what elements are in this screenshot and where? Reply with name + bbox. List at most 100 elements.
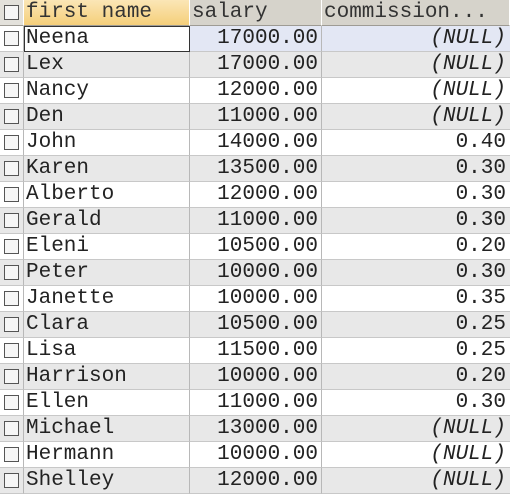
row-select-cell[interactable] xyxy=(0,338,24,364)
cell-salary[interactable]: 17000.00 xyxy=(190,52,322,78)
checkbox-icon[interactable] xyxy=(4,343,19,358)
table-row[interactable]: John 14000.00 0.40 xyxy=(0,130,510,156)
row-select-cell[interactable] xyxy=(0,234,24,260)
cell-salary[interactable]: 11000.00 xyxy=(190,104,322,130)
checkbox-icon[interactable] xyxy=(4,317,19,332)
checkbox-icon[interactable] xyxy=(4,447,19,462)
table-row[interactable]: Neena 17000.00 (NULL) xyxy=(0,26,510,52)
cell-commission[interactable]: 0.40 xyxy=(322,130,510,156)
cell-commission[interactable]: (NULL) xyxy=(322,52,510,78)
checkbox-icon[interactable] xyxy=(4,369,19,384)
row-select-cell[interactable] xyxy=(0,390,24,416)
cell-salary[interactable]: 13500.00 xyxy=(190,156,322,182)
cell-first-name[interactable]: Alberto xyxy=(24,182,190,208)
checkbox-icon[interactable] xyxy=(4,473,19,488)
checkbox-icon[interactable] xyxy=(4,291,19,306)
column-header-first-name[interactable]: first name xyxy=(24,0,190,26)
cell-salary[interactable]: 13000.00 xyxy=(190,416,322,442)
table-row[interactable]: Eleni 10500.00 0.20 xyxy=(0,234,510,260)
row-select-cell[interactable] xyxy=(0,182,24,208)
table-row[interactable]: Gerald 11000.00 0.30 xyxy=(0,208,510,234)
cell-commission[interactable]: (NULL) xyxy=(322,78,510,104)
cell-first-name[interactable]: Nancy xyxy=(24,78,190,104)
row-select-cell[interactable] xyxy=(0,286,24,312)
cell-first-name[interactable]: Michael xyxy=(24,416,190,442)
column-header-salary[interactable]: salary xyxy=(190,0,322,26)
table-row[interactable]: Peter 10000.00 0.30 xyxy=(0,260,510,286)
table-row[interactable]: Alberto 12000.00 0.30 xyxy=(0,182,510,208)
cell-first-name[interactable]: Neena xyxy=(24,26,190,52)
cell-salary[interactable]: 11000.00 xyxy=(190,390,322,416)
row-select-cell[interactable] xyxy=(0,364,24,390)
row-select-cell[interactable] xyxy=(0,52,24,78)
checkbox-icon[interactable] xyxy=(4,5,19,20)
cell-first-name[interactable]: Karen xyxy=(24,156,190,182)
cell-commission[interactable]: 0.20 xyxy=(322,234,510,260)
table-row[interactable]: Karen 13500.00 0.30 xyxy=(0,156,510,182)
cell-commission[interactable]: 0.30 xyxy=(322,390,510,416)
row-select-cell[interactable] xyxy=(0,468,24,494)
row-select-cell[interactable] xyxy=(0,208,24,234)
table-row[interactable]: Michael 13000.00 (NULL) xyxy=(0,416,510,442)
row-select-cell[interactable] xyxy=(0,156,24,182)
table-row[interactable]: Hermann 10000.00 (NULL) xyxy=(0,442,510,468)
table-row[interactable]: Clara 10500.00 0.25 xyxy=(0,312,510,338)
cell-commission[interactable]: (NULL) xyxy=(322,416,510,442)
cell-first-name[interactable]: Peter xyxy=(24,260,190,286)
checkbox-icon[interactable] xyxy=(4,57,19,72)
cell-salary[interactable]: 12000.00 xyxy=(190,468,322,494)
checkbox-icon[interactable] xyxy=(4,395,19,410)
cell-salary[interactable]: 11000.00 xyxy=(190,208,322,234)
table-row[interactable]: Harrison 10000.00 0.20 xyxy=(0,364,510,390)
cell-salary[interactable]: 10000.00 xyxy=(190,260,322,286)
cell-commission[interactable]: 0.30 xyxy=(322,208,510,234)
cell-commission[interactable]: 0.30 xyxy=(322,182,510,208)
checkbox-icon[interactable] xyxy=(4,31,19,46)
table-row[interactable]: Ellen 11000.00 0.30 xyxy=(0,390,510,416)
select-all-cell[interactable] xyxy=(0,0,24,26)
cell-salary[interactable]: 10000.00 xyxy=(190,442,322,468)
row-select-cell[interactable] xyxy=(0,416,24,442)
cell-first-name[interactable]: Janette xyxy=(24,286,190,312)
checkbox-icon[interactable] xyxy=(4,83,19,98)
checkbox-icon[interactable] xyxy=(4,161,19,176)
table-row[interactable]: Lex 17000.00 (NULL) xyxy=(0,52,510,78)
cell-first-name[interactable]: Hermann xyxy=(24,442,190,468)
cell-commission[interactable]: (NULL) xyxy=(322,442,510,468)
cell-commission[interactable]: 0.25 xyxy=(322,338,510,364)
checkbox-icon[interactable] xyxy=(4,239,19,254)
cell-first-name[interactable]: Eleni xyxy=(24,234,190,260)
checkbox-icon[interactable] xyxy=(4,187,19,202)
cell-first-name[interactable]: Den xyxy=(24,104,190,130)
cell-commission[interactable]: 0.35 xyxy=(322,286,510,312)
cell-salary[interactable]: 10500.00 xyxy=(190,312,322,338)
column-header-commission[interactable]: commission... xyxy=(322,0,510,26)
checkbox-icon[interactable] xyxy=(4,421,19,436)
cell-first-name[interactable]: Ellen xyxy=(24,390,190,416)
table-row[interactable]: Janette 10000.00 0.35 xyxy=(0,286,510,312)
cell-first-name[interactable]: Gerald xyxy=(24,208,190,234)
table-row[interactable]: Nancy 12000.00 (NULL) xyxy=(0,78,510,104)
cell-commission[interactable]: 0.30 xyxy=(322,156,510,182)
cell-commission[interactable]: 0.25 xyxy=(322,312,510,338)
row-select-cell[interactable] xyxy=(0,260,24,286)
cell-salary[interactable]: 10000.00 xyxy=(190,286,322,312)
table-row[interactable]: Shelley 12000.00 (NULL) xyxy=(0,468,510,494)
cell-salary[interactable]: 10500.00 xyxy=(190,234,322,260)
checkbox-icon[interactable] xyxy=(4,265,19,280)
cell-first-name[interactable]: Lex xyxy=(24,52,190,78)
row-select-cell[interactable] xyxy=(0,442,24,468)
table-row[interactable]: Den 11000.00 (NULL) xyxy=(0,104,510,130)
cell-salary[interactable]: 14000.00 xyxy=(190,130,322,156)
cell-commission[interactable]: (NULL) xyxy=(322,26,510,52)
cell-salary[interactable]: 10000.00 xyxy=(190,364,322,390)
checkbox-icon[interactable] xyxy=(4,213,19,228)
checkbox-icon[interactable] xyxy=(4,135,19,150)
row-select-cell[interactable] xyxy=(0,312,24,338)
cell-salary[interactable]: 12000.00 xyxy=(190,78,322,104)
row-select-cell[interactable] xyxy=(0,26,24,52)
cell-salary[interactable]: 11500.00 xyxy=(190,338,322,364)
cell-salary[interactable]: 17000.00 xyxy=(190,26,322,52)
cell-commission[interactable]: 0.30 xyxy=(322,260,510,286)
table-row[interactable]: Lisa 11500.00 0.25 xyxy=(0,338,510,364)
